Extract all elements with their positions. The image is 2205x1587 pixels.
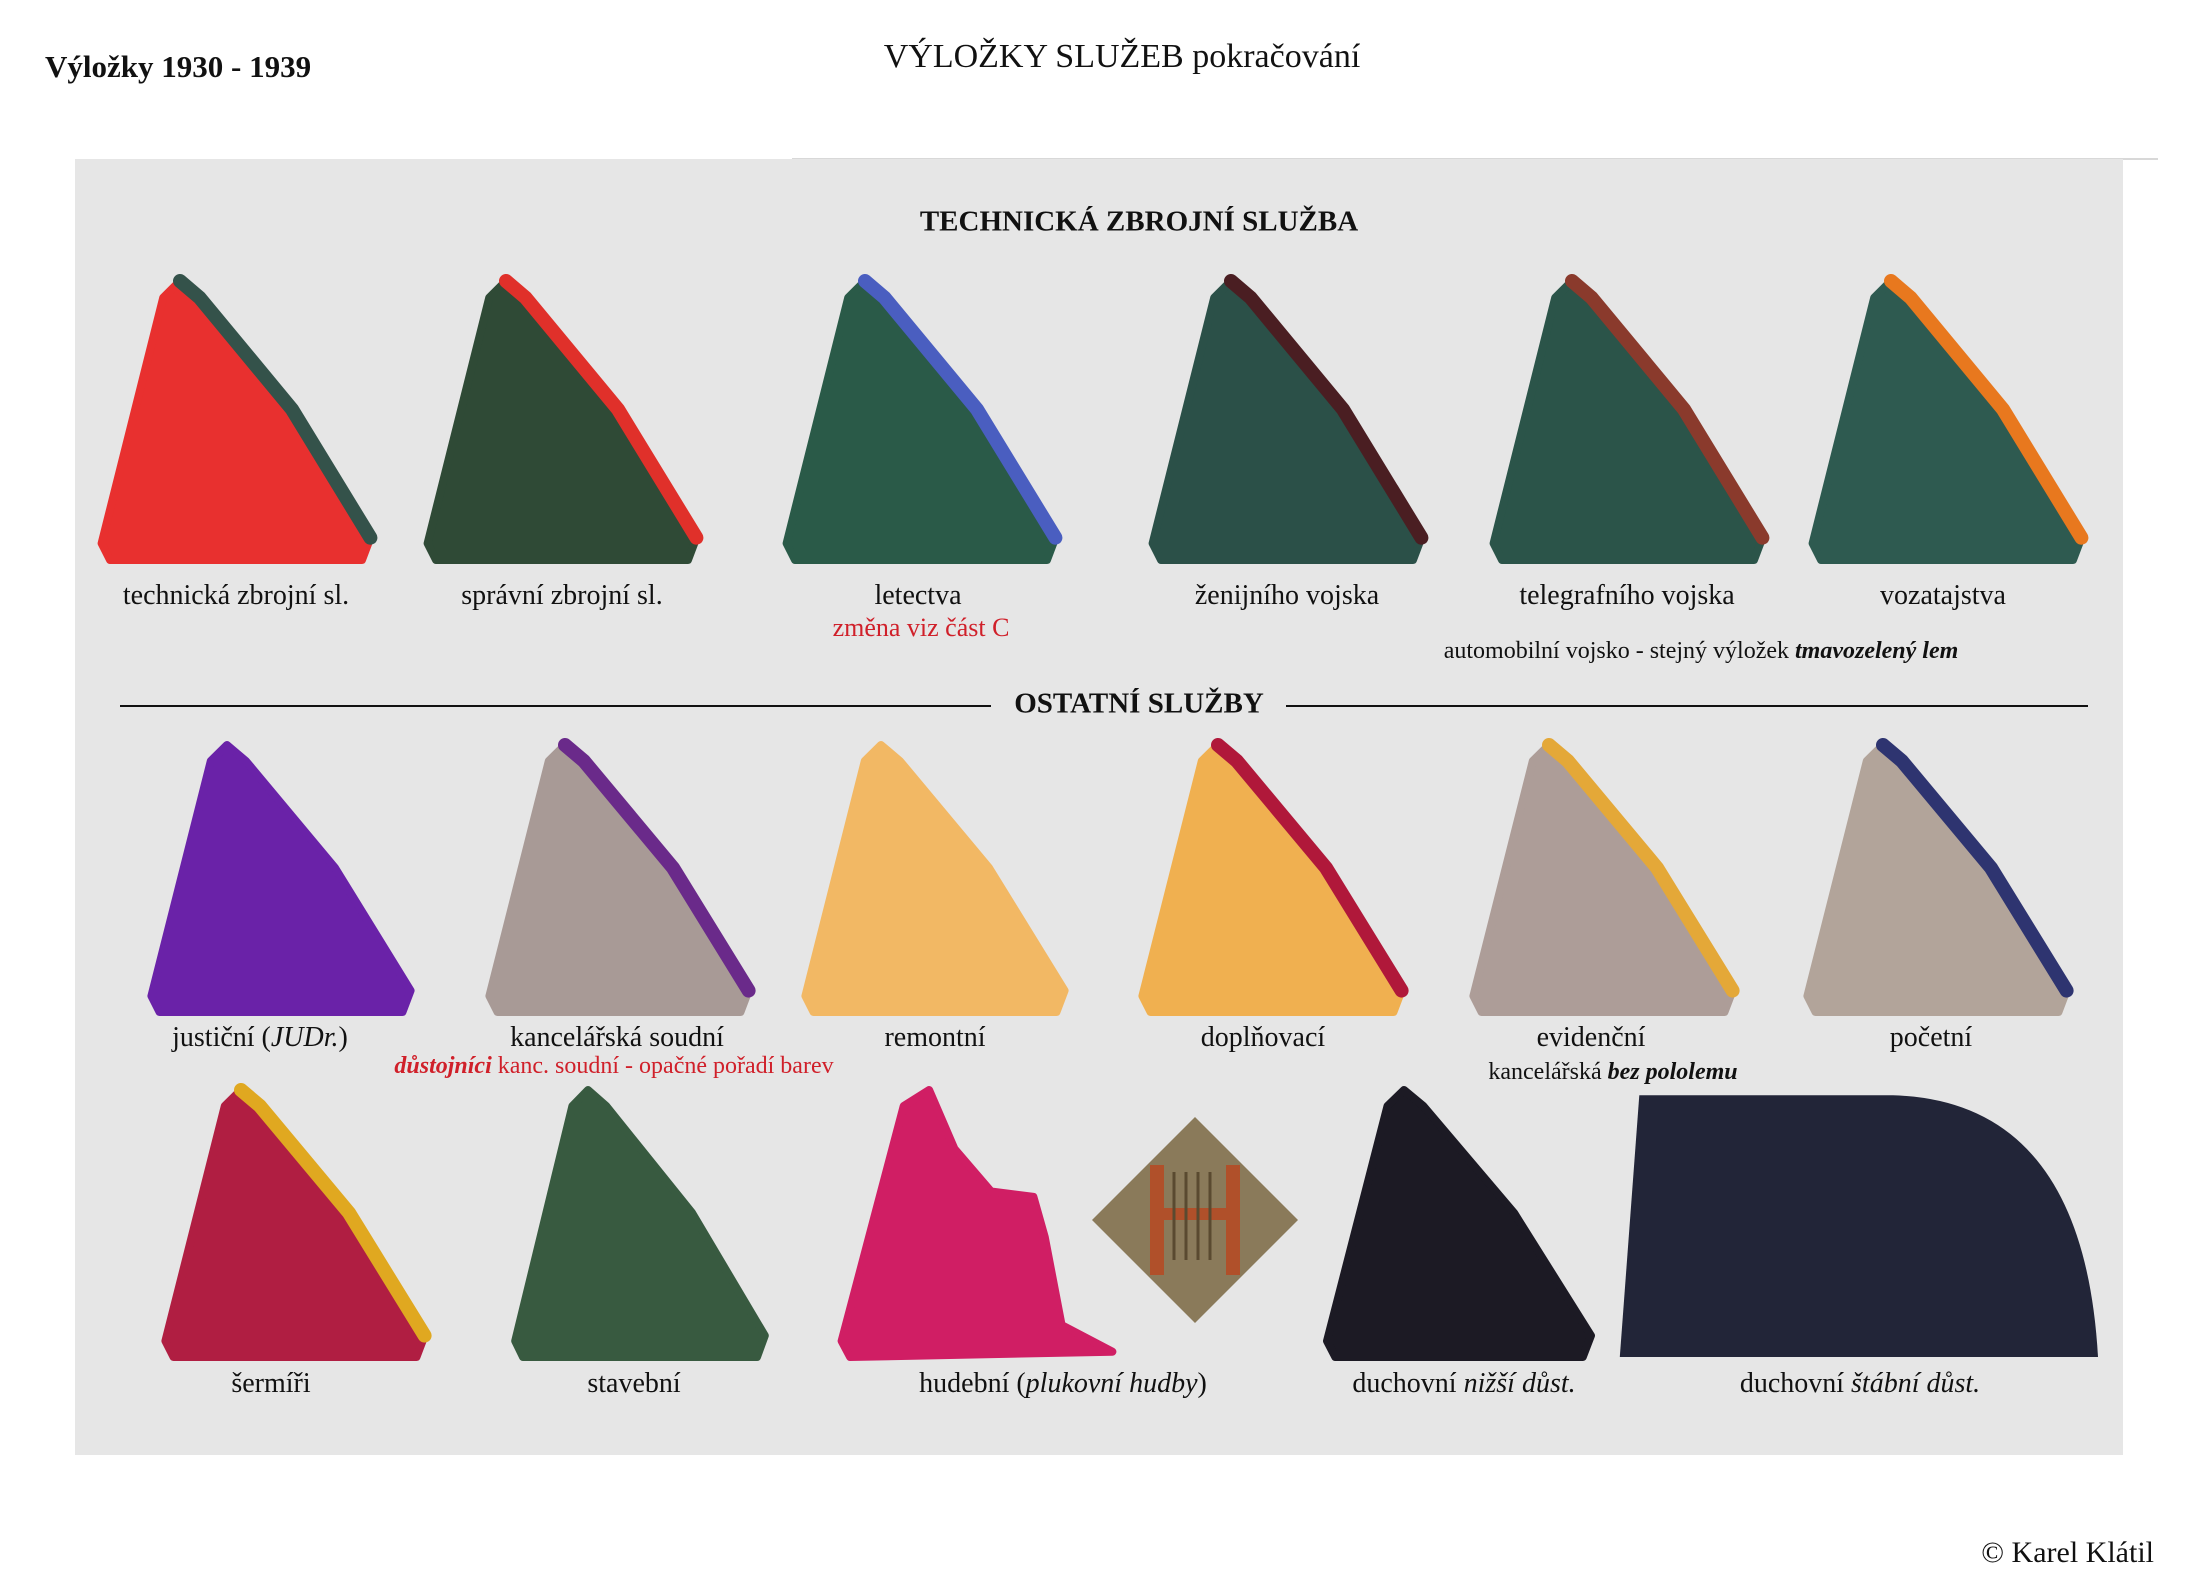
text-span: nižší důst.: [1464, 1368, 1576, 1399]
patch-label: stavební: [587, 1368, 681, 1399]
patch-label: ženijního vojska: [1195, 580, 1380, 611]
text-span: JUDr.: [271, 1022, 339, 1053]
patch-label: duchovní nižší důst.: [1352, 1368, 1575, 1399]
patch-label: duchovní štábní důst.: [1740, 1368, 1980, 1399]
patch-trim: [1565, 274, 1770, 545]
text-span: kancelářská: [1488, 1059, 1607, 1085]
page-title: VÝLOŽKY SLUŽEB pokračování: [884, 38, 1361, 75]
patch: [511, 1086, 769, 1361]
section-title: OSTATNÍ SLUŽBY: [1014, 687, 1264, 720]
text-span: vozatajstva: [1880, 580, 2007, 611]
text-span: hudební (: [919, 1368, 1026, 1399]
copyright: © Karel Klátil: [1981, 1536, 2154, 1569]
patch-trim: [499, 274, 704, 545]
text-span: kancelářská soudní: [510, 1022, 724, 1053]
patch: [837, 1086, 1117, 1361]
text-span: plukovní hudby: [1024, 1368, 1198, 1399]
section-title: TECHNICKÁ ZBROJNÍ SLUŽBA: [920, 205, 1358, 238]
text-span: správní zbrojní sl.: [461, 580, 662, 611]
patch-trim: [173, 274, 378, 545]
patch-label: šermíři: [231, 1368, 311, 1399]
text-span: kanc. soudní - opačné pořadí barev: [492, 1053, 834, 1079]
patch-label: justiční (JUDr.): [171, 1022, 348, 1053]
patch-label: kancelářská soudní: [510, 1022, 724, 1053]
patch-label: evidenční: [1537, 1022, 1646, 1053]
left-title: Výložky 1930 - 1939: [45, 49, 311, 84]
patch: [1619, 1095, 2098, 1357]
patch-trim: [1211, 738, 1409, 998]
text-span: doplňovací: [1201, 1022, 1326, 1053]
patch-trim: [1224, 274, 1429, 545]
text-span: štábní důst.: [1851, 1368, 1980, 1399]
patch-trim: [1876, 738, 2074, 998]
patch-label: letectva: [874, 580, 962, 611]
patch-trim: [858, 274, 1063, 545]
lyre-badge: [1092, 1117, 1298, 1323]
text-span: duchovní: [1352, 1368, 1463, 1399]
text-span: justiční (: [171, 1022, 271, 1053]
text-span: početní: [1890, 1022, 1973, 1053]
text-span: telegrafního vojska: [1519, 580, 1735, 611]
text-span: změna viz část C: [833, 613, 1010, 642]
patch-trim: [1884, 274, 2089, 545]
text-span: technická zbrojní sl.: [123, 580, 349, 611]
text-span: letectva: [874, 580, 962, 611]
text-span: šermíři: [231, 1368, 311, 1399]
text-span: duchovní: [1740, 1368, 1851, 1399]
patch: [801, 741, 1069, 1016]
patch: [1323, 1086, 1595, 1361]
patch-label: hudební (plukovní hudby): [919, 1368, 1207, 1399]
text-span: ženijního vojska: [1195, 580, 1380, 611]
patch-label: technická zbrojní sl.: [123, 580, 349, 611]
text-span: tmavozelený lem: [1795, 638, 1958, 664]
text-span: stavební: [587, 1368, 681, 1399]
patch-label: početní: [1890, 1022, 1973, 1053]
patch-trim: [558, 738, 756, 998]
patch-label: správní zbrojní sl.: [461, 580, 662, 611]
patch-label: vozatajstva: [1880, 580, 2007, 611]
text-span: automobilní vojsko - stejný výložek: [1444, 638, 1795, 664]
patch-trim: [1542, 738, 1740, 998]
note: kancelářská bez pololemu: [1488, 1059, 1737, 1085]
text-span: důstojníci: [394, 1053, 492, 1079]
text-span: remontní: [884, 1022, 985, 1053]
text-span: ): [1198, 1368, 1207, 1399]
text-span: ): [339, 1022, 348, 1053]
note: změna viz část C: [833, 613, 1010, 642]
patch-trim: [234, 1083, 432, 1343]
note: důstojníci kanc. soudní - opačné pořadí …: [394, 1053, 833, 1079]
text-span: bez pololemu: [1608, 1059, 1738, 1085]
note: automobilní vojsko - stejný výložek tmav…: [1444, 638, 1959, 664]
patch-label: telegrafního vojska: [1519, 580, 1735, 611]
text-span: evidenční: [1537, 1022, 1646, 1053]
patch: [147, 741, 415, 1016]
patch-label: doplňovací: [1201, 1022, 1326, 1053]
patch-label: remontní: [884, 1022, 985, 1053]
